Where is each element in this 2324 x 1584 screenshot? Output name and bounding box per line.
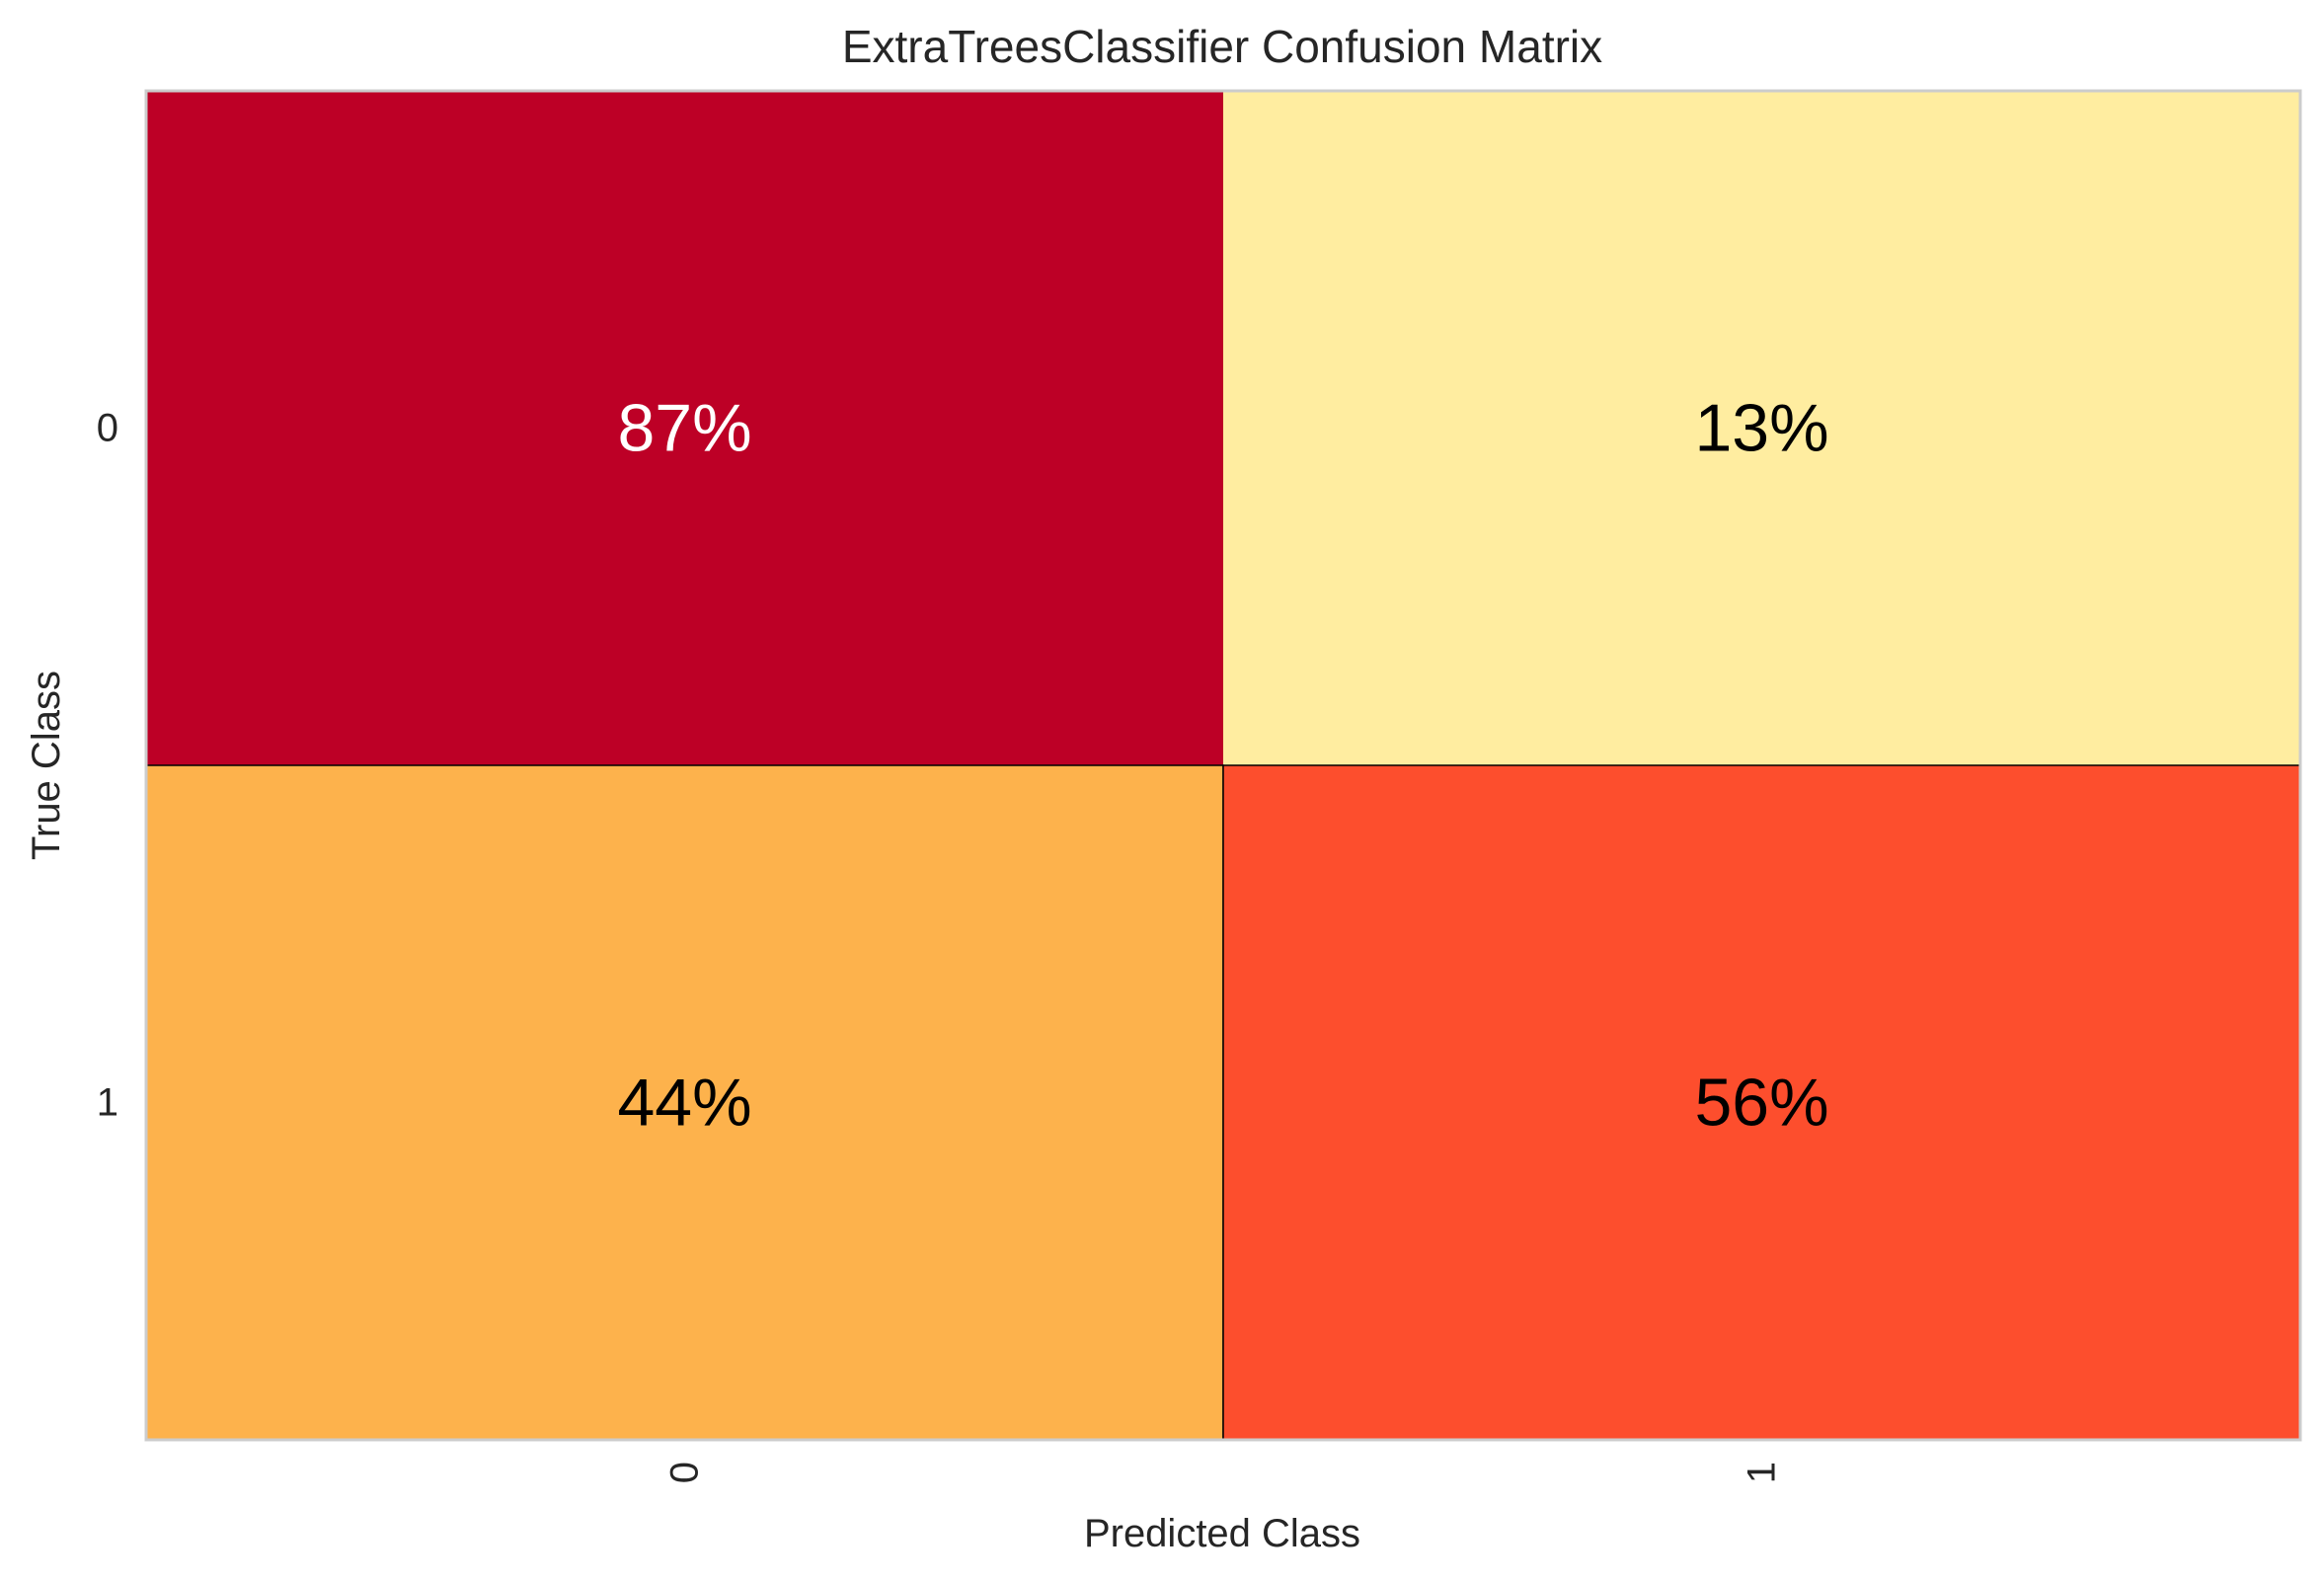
chart-title: ExtraTreesClassifier Confusion Matrix <box>842 21 1602 72</box>
y-tick-label-0: 0 <box>97 407 118 450</box>
heatmap-cell-r1-c1 <box>1222 764 2301 1441</box>
heatmap-cell-r0-c0 <box>146 91 1223 765</box>
cell-value-label-r1-c1: 56% <box>1694 1066 1828 1141</box>
y-axis-label: True Class <box>25 671 68 860</box>
x-axis-label: Predicted Class <box>1084 1512 1360 1555</box>
heatmap-cells <box>145 91 2301 1441</box>
heatmap-cell-labels: 87% 13% 44% 56% <box>617 391 1828 1141</box>
x-tick-label-0: 0 <box>663 1462 707 1483</box>
heatmap-cell-r0-c1 <box>1223 91 2300 765</box>
plot-frame <box>144 89 2302 1442</box>
cell-value-label-r1-c0: 44% <box>617 1066 751 1141</box>
y-tick-label-1: 1 <box>97 1081 118 1125</box>
cell-value-label-r0-c0: 87% <box>617 391 751 466</box>
cell-value-label-r0-c1: 13% <box>1694 391 1828 466</box>
x-tick-label-1: 1 <box>1741 1462 1784 1483</box>
y-axis-ticks: 01 <box>97 407 118 1125</box>
